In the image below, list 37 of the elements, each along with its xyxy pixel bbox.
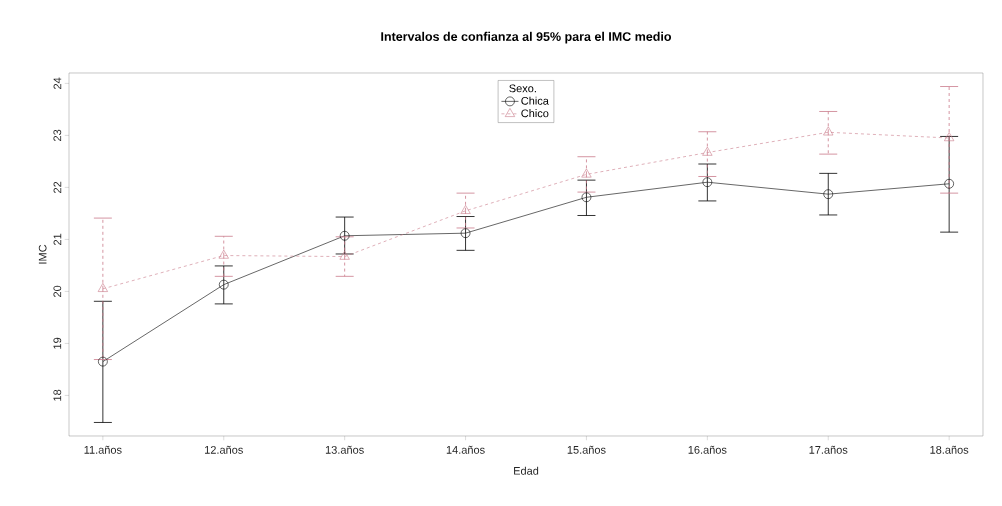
point xyxy=(97,283,108,292)
point xyxy=(702,146,713,156)
point xyxy=(581,168,592,178)
point xyxy=(98,356,108,367)
x-tick-label: 16.años xyxy=(688,445,727,454)
point xyxy=(460,205,471,214)
x-tick-label: 17.años xyxy=(809,445,848,454)
point xyxy=(581,192,592,203)
y-tick-label: 20 xyxy=(53,285,62,297)
point xyxy=(702,177,713,188)
x-tick-label: 11.años xyxy=(84,445,122,454)
chart-title: Intervalos de confianza al 95% para el IMC medio xyxy=(381,31,672,44)
x-tick-label: 15.años xyxy=(567,445,606,454)
legend-label: Chica xyxy=(521,96,549,105)
x-tick-label: 18.años xyxy=(930,445,969,454)
point xyxy=(339,230,350,241)
legend-label: Chico xyxy=(521,109,549,118)
point xyxy=(944,178,954,189)
legend-title: Sexo. xyxy=(509,84,536,93)
point xyxy=(944,132,955,142)
point xyxy=(339,250,350,260)
y-tick-label: 21 xyxy=(53,233,62,245)
y-tick-label: 19 xyxy=(53,337,62,349)
point xyxy=(823,189,834,199)
y-tick-label: 18 xyxy=(53,389,62,401)
y-axis-title: IMC xyxy=(38,244,47,264)
x-tick-label: 14.años xyxy=(446,445,485,454)
y-tick-label: 24 xyxy=(53,77,62,89)
point xyxy=(460,228,471,238)
point xyxy=(823,126,834,136)
y-tick-label: 22 xyxy=(53,181,62,193)
point xyxy=(218,279,229,290)
x-tick-label: 12.años xyxy=(205,445,243,454)
point xyxy=(218,249,229,259)
y-tick-label: 23 xyxy=(53,129,62,141)
x-tick-label: 13.años xyxy=(325,445,364,454)
x-axis-title: Edad xyxy=(514,466,539,475)
